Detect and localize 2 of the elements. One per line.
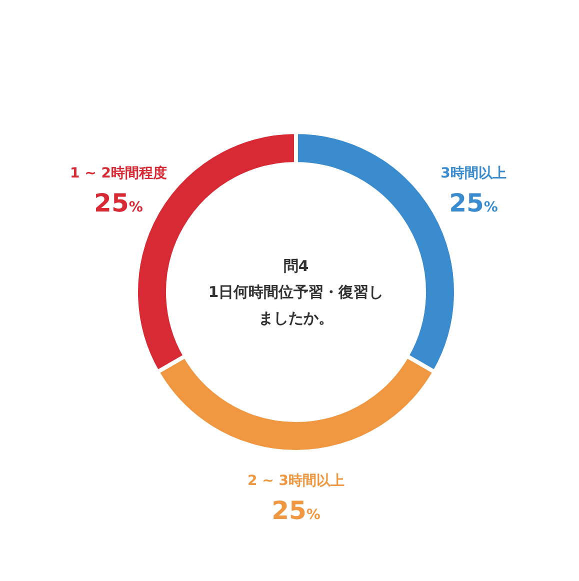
title: 問4 [283, 257, 309, 275]
subtitle: 1日何時間位予習・復習しましたか。 [208, 283, 384, 327]
